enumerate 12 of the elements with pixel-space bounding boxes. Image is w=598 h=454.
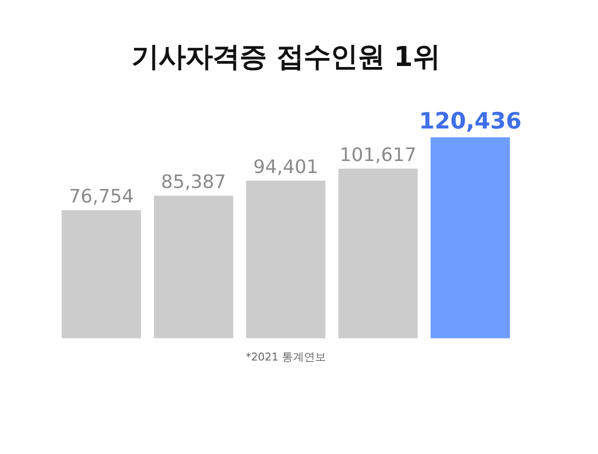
bar: [62, 210, 141, 338]
data-label: 76,754: [68, 186, 134, 208]
bar: [154, 196, 234, 338]
bar: [430, 137, 510, 338]
data-label: 85,387: [161, 172, 226, 193]
text: *2021 통계연보: [246, 350, 326, 364]
data-label: 101,617: [340, 144, 416, 166]
data-label: 94,401: [253, 156, 318, 178]
chart-title: 기사자격증 접수인원 1위: [132, 42, 440, 73]
bar: [338, 168, 418, 338]
data-label: 120,436: [419, 108, 522, 134]
bar: [246, 180, 326, 338]
